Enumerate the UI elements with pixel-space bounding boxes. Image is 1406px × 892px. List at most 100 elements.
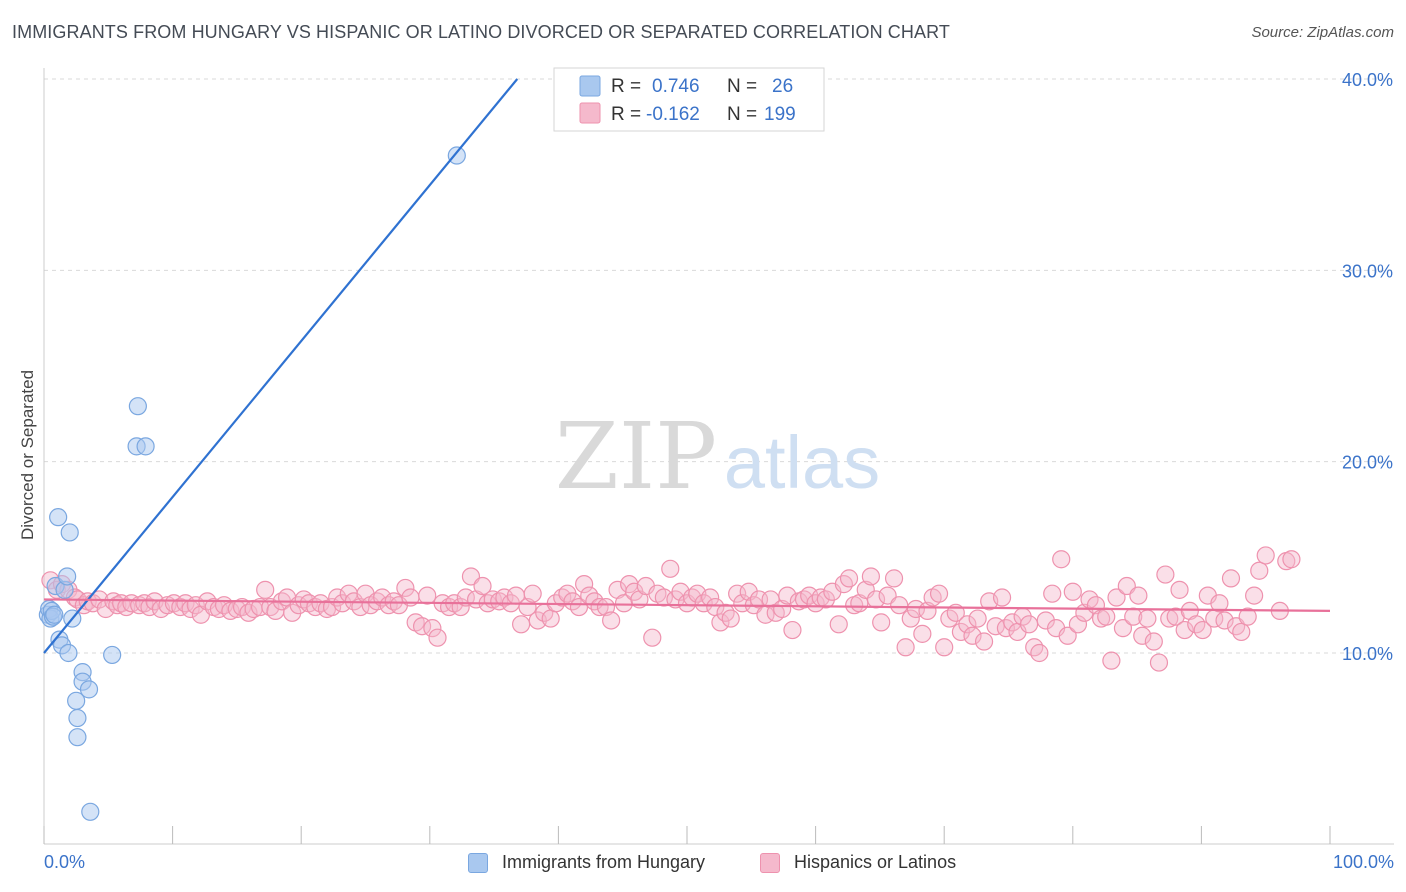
- hispanic-point: [711, 613, 730, 632]
- hungary-point: [49, 508, 68, 527]
- hispanic-point: [1129, 586, 1148, 605]
- hispanic-point: [396, 578, 415, 598]
- legend-pink-n-label: N =: [727, 104, 757, 125]
- hispanic-point: [602, 611, 621, 630]
- hungary-trendline: [43, 78, 519, 654]
- hispanic-point: [806, 594, 825, 613]
- hispanic-point: [512, 615, 531, 634]
- hispanic-point: [1063, 582, 1082, 601]
- top-legend: R = 0.746 N = 26 R = -0.162 N = 199: [553, 67, 825, 132]
- hispanic-point: [1058, 626, 1077, 645]
- hungary-point: [447, 146, 466, 165]
- hungary-point: [60, 523, 79, 542]
- hispanic-point: [839, 569, 859, 588]
- trendlines: [43, 78, 1331, 654]
- hispanic-point: [256, 580, 275, 599]
- hispanic-point: [992, 588, 1012, 607]
- watermark-atlas: atlas: [724, 421, 880, 504]
- hispanic-point: [575, 575, 594, 594]
- hungary-points: [38, 146, 466, 821]
- hispanic-point: [614, 594, 634, 613]
- hispanic-point: [739, 582, 758, 601]
- hungary-point: [103, 645, 122, 665]
- legend-hungary-swatch: [468, 852, 488, 873]
- hispanic-point: [974, 632, 994, 651]
- hispanic-point: [221, 601, 240, 621]
- hispanic-point: [1097, 607, 1116, 626]
- hispanic-point: [596, 597, 616, 617]
- hispanic-point: [250, 597, 270, 617]
- hispanic-point: [428, 628, 447, 647]
- hispanic-point: [783, 620, 802, 640]
- legend-blue-swatch: [579, 75, 601, 97]
- hispanic-point: [834, 575, 853, 594]
- scatter-chart: ZIP atlas 10.0% 20.0% 30.0% 40.0% R = 0.746…: [38, 67, 1394, 845]
- hispanic-point: [901, 609, 920, 628]
- hispanic-point: [929, 584, 949, 603]
- hispanic-point: [1030, 643, 1049, 663]
- legend-item-hispanic: Hispanics or Latinos: [760, 852, 956, 873]
- hispanic-point: [913, 624, 932, 643]
- hispanic-point: [1232, 622, 1251, 642]
- hispanic-point: [1215, 611, 1234, 630]
- hungary-point: [128, 397, 147, 416]
- hispanic-point: [418, 586, 437, 605]
- hispanic-point: [1193, 620, 1212, 640]
- legend-pink-swatch: [579, 102, 601, 124]
- hispanic-point: [861, 567, 880, 586]
- y-tick-label-20: 20.0%: [1342, 453, 1393, 473]
- chart-title: IMMIGRANTS FROM HUNGARY VS HISPANIC OR L…: [12, 22, 950, 42]
- watermark-zip: ZIP: [555, 403, 717, 510]
- hispanic-point: [728, 584, 747, 603]
- hispanic-point: [523, 584, 542, 603]
- hispanic-point: [1107, 588, 1126, 607]
- hungary-point: [81, 802, 100, 821]
- legend-hispanic-label: Hispanics or Latinos: [794, 852, 957, 872]
- hispanic-point: [1144, 632, 1163, 651]
- hispanic-trendline: [43, 598, 1331, 613]
- hispanic-point: [541, 609, 560, 628]
- hungary-point: [136, 437, 155, 456]
- hispanic-point: [829, 615, 848, 634]
- hungary-point: [68, 708, 87, 728]
- legend-hungary-label: Immigrants from Hungary: [502, 852, 706, 872]
- legend-pink-r-label: R =: [611, 104, 641, 125]
- x-tick-label-min: 0.0%: [44, 852, 86, 872]
- hungary-point: [59, 643, 78, 663]
- hispanic-point: [1156, 565, 1175, 584]
- x-tick-label-max: 100.0%: [1332, 852, 1394, 872]
- hispanic-point: [963, 626, 982, 645]
- hispanic-point: [661, 559, 680, 578]
- hispanic-point: [140, 597, 159, 617]
- hispanic-point: [906, 599, 926, 619]
- legend-blue-n-label: N =: [727, 76, 757, 97]
- hispanic-point: [968, 609, 987, 628]
- y-tick-label-40: 40.0%: [1342, 70, 1393, 90]
- hispanic-point: [958, 615, 977, 634]
- hispanic-point: [884, 569, 904, 588]
- legend-blue-r-value: 0.746: [652, 76, 700, 97]
- legend-hispanic-swatch: [760, 852, 780, 873]
- hispanic-point: [1019, 615, 1039, 634]
- hispanic-point: [890, 596, 909, 615]
- legend-blue-r-label: R =: [611, 76, 641, 97]
- hispanic-point: [1036, 611, 1055, 630]
- hispanic-point: [773, 599, 792, 619]
- y-tick-labels: 10.0% 20.0% 30.0% 40.0%: [1342, 70, 1393, 664]
- hispanic-point: [1102, 651, 1121, 670]
- hispanic-point: [896, 638, 915, 657]
- legend-blue-n-value: 26: [772, 76, 793, 97]
- hispanic-point: [1043, 584, 1062, 603]
- legend-pink-r-value: -0.162: [646, 104, 700, 125]
- bottom-legend: Immigrants from Hungary Hispanics or Lat…: [0, 852, 1406, 878]
- hispanic-point: [1175, 620, 1194, 640]
- hispanic-point: [1170, 580, 1189, 599]
- hispanic-point: [590, 597, 609, 617]
- hungary-point: [58, 567, 77, 586]
- hispanic-point: [1068, 615, 1088, 634]
- hispanic-point: [1250, 561, 1269, 580]
- hispanic-point: [1238, 607, 1257, 626]
- hispanic-point: [872, 613, 891, 632]
- legend-pink-n-value: 199: [764, 104, 796, 125]
- gridlines: [44, 78, 1394, 654]
